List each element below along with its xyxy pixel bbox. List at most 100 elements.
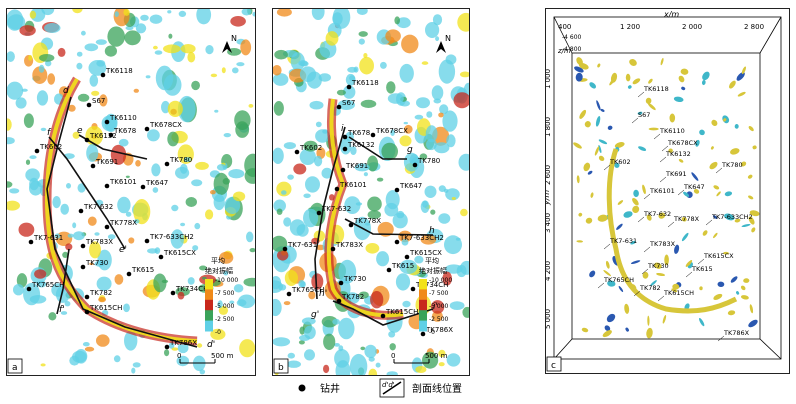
amplitude-body xyxy=(648,127,659,131)
amplitude-blob xyxy=(338,317,355,340)
amplitude-body xyxy=(724,191,733,197)
amplitude-blob xyxy=(72,131,80,139)
colorbar-segment xyxy=(419,299,427,311)
section-endpoint-label: d' xyxy=(207,340,215,350)
x-axis-tick: 1 200 xyxy=(620,23,640,31)
amplitude-blob xyxy=(177,342,189,354)
well-label: TK615CH xyxy=(385,308,418,316)
well-label: TK678 xyxy=(113,127,136,135)
well-marker xyxy=(340,167,346,173)
well-label: TK7-632 xyxy=(643,210,671,218)
amplitude-blob xyxy=(432,310,443,322)
amplitude-blob xyxy=(195,161,209,170)
amplitude-blob xyxy=(277,250,289,261)
amplitude-blob xyxy=(298,280,305,288)
well-label: TK6110 xyxy=(659,127,685,135)
amplitude-body xyxy=(594,146,600,156)
well-label: TK778X xyxy=(353,217,381,225)
amplitude-blob xyxy=(124,330,138,351)
well-marker xyxy=(394,239,400,245)
box-edge xyxy=(759,338,782,360)
amplitude-blob xyxy=(239,339,255,358)
colorbar-segment xyxy=(419,320,427,332)
amplitude-body xyxy=(573,142,582,149)
amplitude-blob xyxy=(15,97,27,109)
section-line xyxy=(332,300,434,326)
well-marker xyxy=(348,222,354,228)
amplitude-blob xyxy=(94,232,100,236)
amplitude-blob xyxy=(303,193,311,199)
amplitude-blob xyxy=(233,191,246,202)
amplitude-blob xyxy=(315,121,322,128)
amplitude-blob xyxy=(287,352,295,359)
well-label: TK7-631 xyxy=(33,234,63,242)
amplitude-body xyxy=(625,327,629,332)
amplitude-blob xyxy=(430,209,436,215)
well-marker xyxy=(104,119,110,125)
amplitude-blob xyxy=(81,30,86,36)
amplitude-blob xyxy=(123,303,130,313)
amplitude-blob xyxy=(349,353,368,375)
amplitude-blob xyxy=(219,251,234,264)
amplitude-body xyxy=(597,63,601,68)
legend-svg: 钻井 d'd' 剖面线位置 xyxy=(298,378,462,398)
amplitude-blob xyxy=(161,100,170,114)
amplitude-blob xyxy=(249,248,255,253)
amplitude-blob xyxy=(273,298,282,317)
amplitude-body xyxy=(730,148,740,155)
amplitude-body xyxy=(598,155,605,162)
well-marker xyxy=(90,163,96,169)
amplitude-blob xyxy=(210,190,216,195)
amplitude-blob xyxy=(360,346,366,351)
amplitude-blob xyxy=(191,179,203,187)
amplitude-blob xyxy=(363,53,368,58)
well-marker xyxy=(294,149,300,155)
amplitude-blob xyxy=(298,60,308,67)
scale-label-left: 0 xyxy=(177,352,181,360)
amplitude-body xyxy=(584,121,591,128)
panel-c-3d-view: x/m 400 1 200 2 000 2 800 y/m 1 000 1 800 2 600 3… xyxy=(545,8,790,374)
amplitude-blob xyxy=(125,25,134,31)
amplitude-blob xyxy=(9,188,20,194)
amplitude-blob xyxy=(7,51,15,62)
amplitude-body xyxy=(598,139,608,145)
panel-letter: c xyxy=(551,361,556,371)
amplitude-body xyxy=(624,303,630,314)
amplitude-body xyxy=(680,68,689,75)
amplitude-blob xyxy=(433,98,442,104)
y-axis-tick: 2 600 xyxy=(546,165,552,185)
z-axis-tick: -4 600 xyxy=(562,34,582,41)
amplitude-blob xyxy=(377,221,394,237)
amplitude-blob xyxy=(163,74,182,96)
amplitude-blob xyxy=(438,362,445,367)
amplitude-blob xyxy=(387,93,404,104)
well-marker xyxy=(100,72,106,78)
amplitude-blob xyxy=(356,9,368,15)
amplitude-blob xyxy=(34,269,47,279)
amplitude-blob xyxy=(94,260,105,267)
amplitude-body xyxy=(730,276,738,283)
well-label: TK615 xyxy=(691,265,713,273)
well-label: TK780 xyxy=(417,157,440,165)
amplitude-body xyxy=(600,108,605,112)
amplitude-body xyxy=(645,97,652,104)
amplitude-texture xyxy=(7,9,255,375)
amplitude-blob xyxy=(39,54,55,62)
amplitude-blob xyxy=(399,135,412,147)
amplitude-blob xyxy=(135,23,147,34)
amplitude-blob xyxy=(117,196,131,214)
amplitude-blob xyxy=(438,185,446,193)
amplitude-body xyxy=(713,293,723,300)
amplitude-body xyxy=(632,197,639,206)
amplitude-blob xyxy=(124,30,141,46)
amplitude-blob xyxy=(298,340,305,345)
amplitude-blob xyxy=(187,51,196,63)
amplitude-blob xyxy=(95,39,107,45)
well-label: TK7-633CH2 xyxy=(711,213,753,221)
panel-letter-box xyxy=(546,356,562,372)
amplitude-blob xyxy=(286,360,301,368)
amplitude-blob xyxy=(325,31,339,46)
amplitude-body xyxy=(734,218,741,223)
amplitude-body xyxy=(578,212,583,217)
amplitude-body xyxy=(629,59,637,66)
